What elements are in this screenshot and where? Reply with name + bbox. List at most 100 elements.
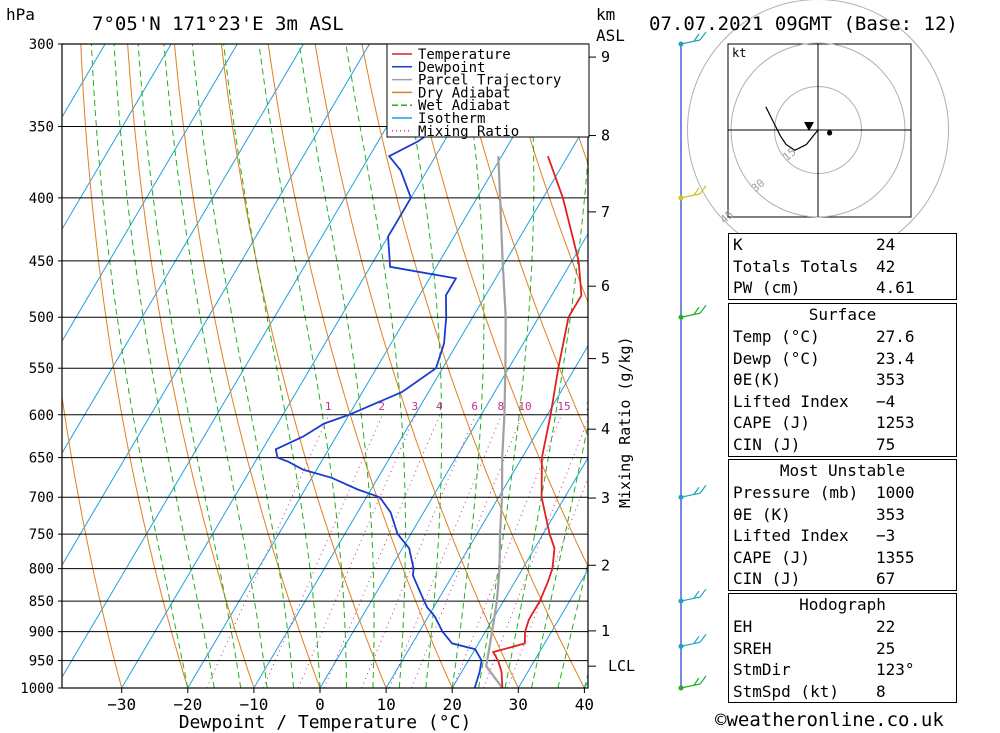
temperature-tick-label: −20 [173,695,202,714]
index-row: StmDir 123° [729,659,956,681]
index-label: CIN (J) [733,569,801,589]
height-tick-label: 7 [601,203,610,221]
index-value: 123° [876,660,915,680]
height-tick-label: 8 [601,127,610,145]
dry-adiabat-line [127,44,255,688]
index-row: Lifted Index −4 [729,391,956,413]
dry-adiabat-line [952,7,1000,714]
wind-barb [680,588,707,602]
index-label: K [733,235,743,254]
storm-motion-dot [827,130,833,136]
wet-adiabat-line [258,44,347,688]
index-value: 24 [876,235,896,254]
mixing-ratio-label: 4 [436,400,443,413]
index-row: CAPE (J) 1355 [729,547,956,569]
index-value: 8 [876,681,886,701]
pressure-tick-label: 350 [29,119,54,135]
index-label: Totals Totals [733,256,859,276]
wind-barb [680,31,707,45]
pressure-tick-label: 800 [29,562,54,578]
index-label: CIN (J) [733,434,801,454]
index-label: PW (cm) [733,278,801,298]
mixing-ratio-label: 6 [471,400,478,413]
height-tick-label: 3 [601,489,610,507]
index-row: CIN (J) 75 [729,434,956,456]
isotherm-line [62,44,304,455]
pressure-tick-label: 650 [29,451,54,467]
pressure-tick-label: 750 [29,527,54,543]
sounding-curves [274,44,583,688]
mixing-ratio-label: 3 [411,400,418,413]
indices-general: K 24 Totals Totals 42 PW (cm) 4.61 [728,233,957,300]
dry-adiabat-line [173,44,321,688]
wind-barb [680,185,707,199]
index-label: Pressure (mb) [733,483,859,502]
wet-adiabat-line [557,560,588,688]
chart-grid: 1 2 3 4 6 8 10 15 20 25 [62,7,1000,714]
height-tick-label: 4 [601,420,610,438]
index-label: Lifted Index [733,391,849,411]
index-value: 25 [876,638,896,658]
height-ref: ASL [596,26,625,45]
height-tick-label: 9 [601,48,610,66]
temperature-tick-label: 10 [376,695,395,714]
pressure-tick-label: 600 [29,408,54,424]
isotherm-line [517,568,588,688]
dry-adiabat-line [267,44,453,688]
legend-entry: Isotherm [418,111,485,127]
mixing-ratio-label: 1 [325,400,332,413]
dry-adiabat-line [314,44,519,688]
mixing-ratio-line [389,414,503,688]
pressure-tick-label: 400 [29,191,54,207]
wet-adiabat-line [531,422,588,688]
height-tick-label: 2 [601,556,610,574]
wet-adiabat-line [223,44,321,688]
wind-barb [680,675,707,689]
index-row: SREH 25 [729,638,956,660]
pressure-tick-label: 1000 [20,681,54,697]
isotherm-line [385,344,588,688]
height-tick-label: 6 [601,277,610,295]
hodograph-arrow [804,122,814,131]
index-label: SREH [733,638,772,658]
parcel-trajectory-curve [485,156,507,688]
copyright: ©weatheronline.co.uk [715,709,944,731]
legend-entry: Temperature [418,47,511,63]
dry-adiabat-line [501,44,588,304]
index-row: PW (cm) 4.61 [729,277,956,299]
index-value: 353 [876,370,905,390]
dewpoint-curve [274,44,483,688]
index-value: −4 [876,391,896,411]
index-label: CAPE (J) [733,547,811,567]
index-value: 1253 [876,413,915,433]
index-row: Temp (°C) 27.6 [729,326,956,348]
index-value: 1355 [876,547,915,567]
height-unit: km [596,5,615,24]
index-section-title: Surface [808,305,877,324]
wet-adiabat-line [298,44,375,688]
hodograph-trace [765,106,819,151]
wet-adiabat-line [163,44,268,688]
index-row: Pressure (mb) 1000 [729,482,956,504]
hodograph-unit: kt [732,46,746,60]
mixing-ratio-line [323,414,441,688]
temperature-curve [491,155,583,688]
legend-entry: Parcel Trajectory [418,73,561,89]
index-label: Temp (°C) [733,327,820,346]
dry-adiabat-line [361,44,585,688]
index-value: 4.61 [876,278,915,298]
index-value: 353 [876,504,905,524]
index-row: EH 22 [729,616,956,638]
index-row: StmSpd (kt) 8 [729,681,956,703]
index-label: StmDir [733,660,791,680]
legend-entry: Wet Adiabat [418,98,511,114]
legend-entry: Mixing Ratio [418,124,519,140]
mixing-ratio-label: 8 [498,400,505,413]
index-value: 1000 [876,483,915,502]
lcl-label: LCL [608,657,635,675]
temperature-tick-label: 20 [443,695,462,714]
isotherm-line [451,456,588,688]
index-row: θE(K) 353 [729,369,956,391]
mixing-ratio-line [206,414,330,688]
index-row: Dewp (°C) 23.4 [729,348,956,370]
